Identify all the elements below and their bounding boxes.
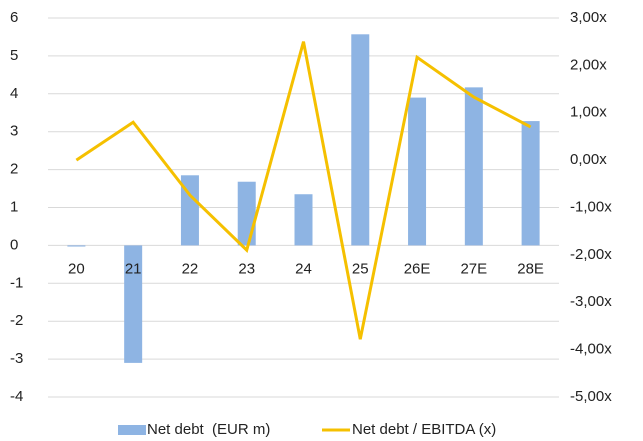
bar [294, 194, 313, 246]
bar [408, 97, 427, 246]
x-tick-label: 27E [460, 260, 487, 277]
y-tick-label: -3 [10, 350, 23, 367]
y-tick-label: -1 [10, 274, 23, 291]
x-tick-label: 21 [125, 260, 142, 277]
y-tick-label: -2 [10, 312, 23, 329]
y-tick-label: 6 [10, 9, 18, 26]
y2-tick-label: -2,00x [570, 246, 612, 263]
x-tick-label: 22 [182, 260, 199, 277]
y2-tick-label: 2,00x [570, 56, 607, 73]
x-tick-label: 26E [404, 260, 431, 277]
y2-tick-label: 0,00x [570, 151, 607, 168]
y2-tick-label: 3,00x [570, 9, 607, 26]
legend-swatch [118, 425, 146, 435]
y-tick-label: 3 [10, 123, 18, 140]
y-tick-label: 4 [10, 85, 18, 102]
y-tick-label: 0 [10, 236, 18, 253]
x-tick-label: 25 [352, 260, 369, 277]
y2-tick-label: 1,00x [570, 104, 607, 121]
y-tick-label: -4 [10, 388, 23, 405]
legend-label: Net debt (EUR m) [147, 421, 270, 438]
bar [67, 245, 86, 247]
line [75, 41, 532, 340]
y2-tick-label: -4,00x [570, 341, 612, 358]
bar [464, 87, 483, 246]
x-tick-label: 23 [238, 260, 255, 277]
bar [124, 245, 143, 363]
y-tick-label: 5 [10, 47, 18, 64]
y2-tick-label: -3,00x [570, 293, 612, 310]
x-tick-label: 24 [295, 260, 312, 277]
y-tick-label: 2 [10, 161, 18, 178]
x-tick-label: 28E [517, 260, 544, 277]
x-tick-label: 20 [68, 260, 85, 277]
bar [237, 181, 256, 246]
bar [521, 121, 540, 246]
y-tick-label: 1 [10, 198, 18, 215]
y2-tick-label: -5,00x [570, 388, 612, 405]
legend-label: Net debt / EBITDA (x) [352, 421, 496, 438]
bar [351, 34, 370, 246]
y2-tick-label: -1,00x [570, 198, 612, 215]
bar [180, 175, 199, 246]
